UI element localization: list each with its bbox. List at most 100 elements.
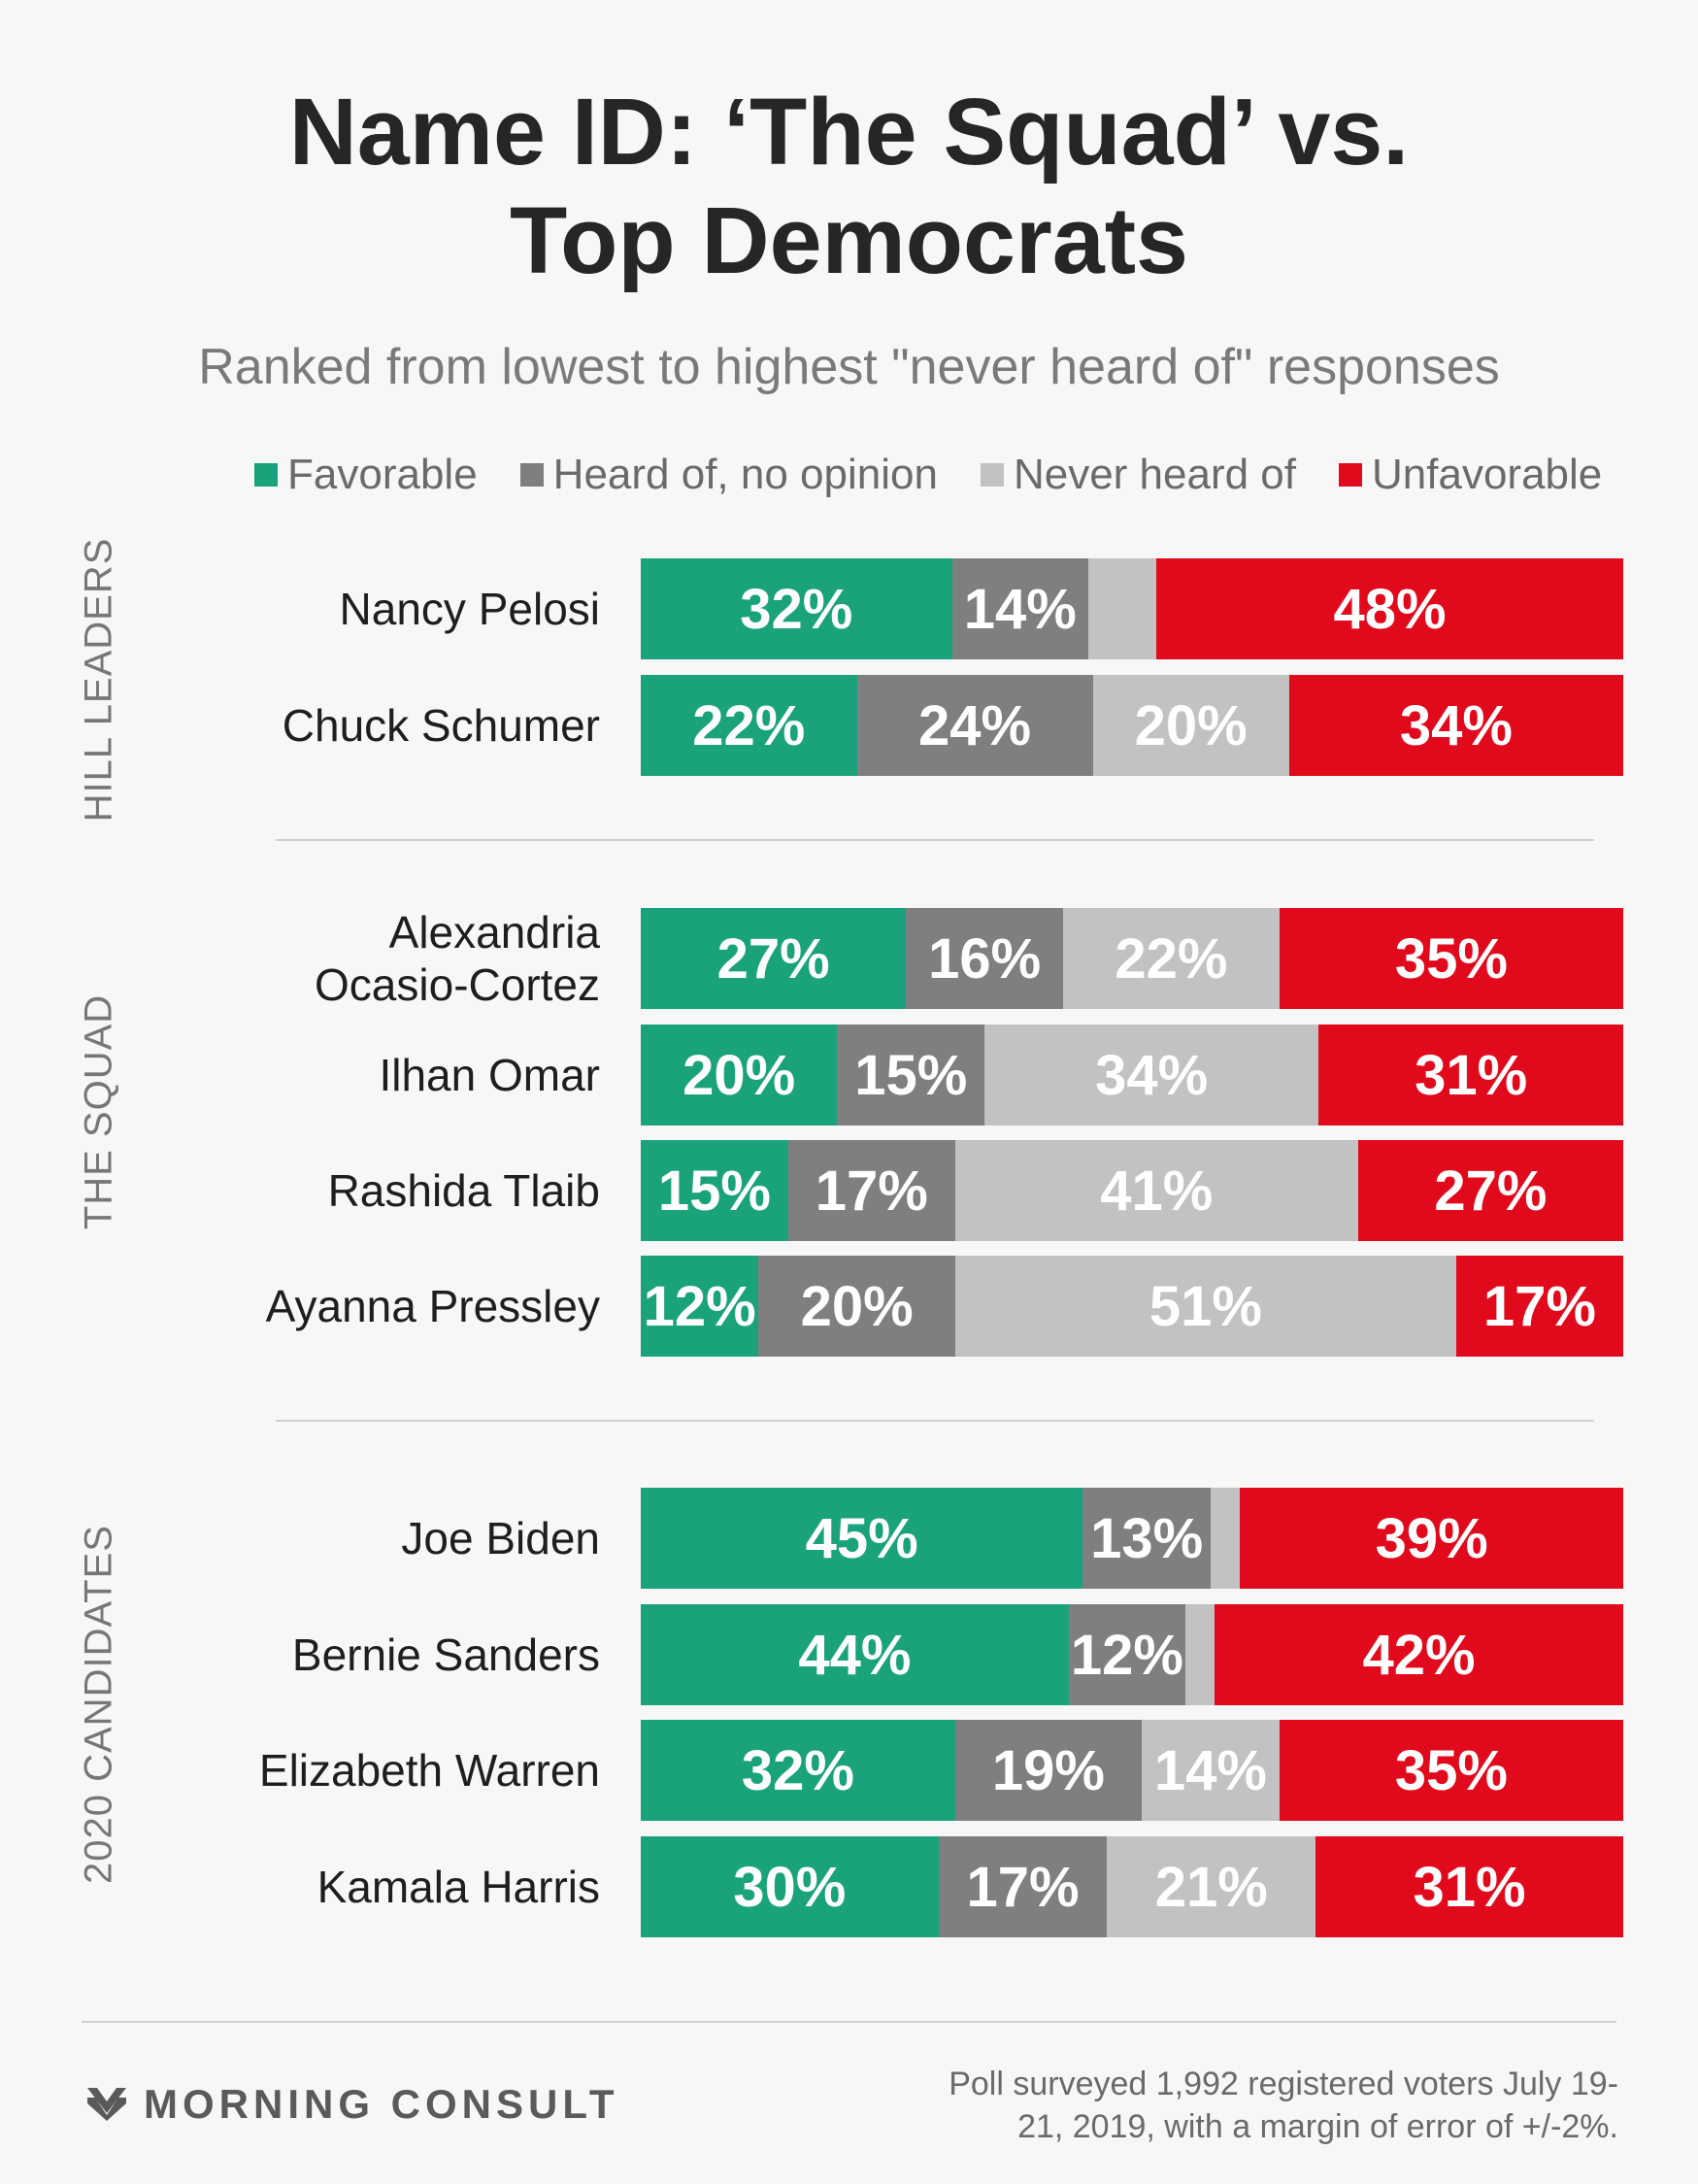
stacked-bar: 45% 13% 39% [641, 1488, 1623, 1589]
stacked-bar: 30% 17% 21% 31% [641, 1836, 1623, 1937]
stacked-bar: 27% 16% 22% 35% [641, 908, 1623, 1009]
bar-segment-favorable: 32% [641, 1720, 955, 1821]
bar-segment-unfavorable: 27% [1357, 1140, 1623, 1241]
data-label: 35% [1394, 926, 1508, 991]
bar-segment-never-heard [1087, 558, 1157, 659]
bar-segment-favorable: 15% [641, 1140, 788, 1241]
bar-segment-favorable: 20% [641, 1025, 838, 1126]
bar-segment-never-heard: 14% [1142, 1720, 1280, 1821]
legend-swatch-never-heard [980, 463, 1004, 487]
data-label: 15% [854, 1043, 968, 1107]
brand-logo: MORNING CONSULT [87, 2081, 619, 2128]
bar-segment-favorable: 44% [641, 1604, 1069, 1705]
bar-segment-no-opinion: 13% [1082, 1488, 1211, 1589]
bar-segment-unfavorable: 17% [1455, 1256, 1623, 1357]
data-label: 12% [1070, 1623, 1184, 1687]
chart-subtitle: Ranked from lowest to highest "never hea… [198, 339, 1500, 395]
group-divider [276, 1420, 1594, 1422]
bar-segment-no-opinion: 12% [1068, 1604, 1186, 1705]
data-label: 20% [683, 1043, 796, 1107]
data-label: 34% [1095, 1043, 1209, 1107]
legend-item-never-heard: Never heard of [980, 451, 1297, 499]
bar-segment-no-opinion: 19% [954, 1720, 1143, 1821]
bar-segment-no-opinion: 17% [787, 1140, 955, 1241]
data-label: 16% [928, 926, 1042, 991]
data-label: 51% [1149, 1274, 1262, 1338]
data-label: 31% [1415, 1043, 1528, 1107]
data-label: 22% [1115, 926, 1228, 991]
data-label: 45% [805, 1506, 918, 1570]
legend-label-unfavorable: Unfavorable [1372, 451, 1603, 498]
data-label: 24% [918, 693, 1032, 757]
bar-segment-unfavorable: 35% [1279, 908, 1623, 1009]
row-label: Chuck Schumer [282, 700, 600, 751]
group-label-text: HILL LEADERS [77, 537, 120, 823]
data-label: 30% [733, 1855, 847, 1919]
bar-segment-no-opinion: 20% [758, 1256, 955, 1357]
bar-segment-no-opinion: 14% [951, 558, 1088, 659]
bar-segment-unfavorable: 31% [1315, 1836, 1623, 1937]
bar-segment-no-opinion: 16% [906, 908, 1064, 1009]
data-label: 17% [966, 1855, 1080, 1919]
bar-segment-unfavorable: 42% [1215, 1604, 1623, 1705]
morning-consult-logo-icon [87, 2088, 126, 2121]
bar-segment-favorable: 27% [641, 908, 907, 1009]
bar-segment-never-heard: 21% [1107, 1836, 1316, 1937]
data-label: 14% [1153, 1738, 1267, 1802]
legend-swatch-unfavorable [1339, 463, 1363, 487]
legend-swatch-favorable [254, 463, 278, 487]
bar-segment-never-heard: 51% [954, 1256, 1456, 1357]
data-label: 39% [1375, 1506, 1488, 1570]
group-divider [276, 839, 1594, 841]
legend-item-no-opinion: Heard of, no opinion [519, 451, 938, 499]
row-label: Nancy Pelosi [339, 584, 600, 634]
group-label-text: THE SQUAD [77, 993, 120, 1230]
bar-segment-favorable: 12% [641, 1256, 759, 1357]
bar-segment-favorable: 32% [641, 558, 952, 659]
bar-segment-never-heard [1210, 1488, 1241, 1589]
stacked-bar: 15% 17% 41% 27% [641, 1140, 1623, 1241]
data-label: 34% [1399, 693, 1513, 757]
data-label: 41% [1100, 1159, 1214, 1223]
bar-segment-never-heard: 41% [954, 1140, 1358, 1241]
data-label: 35% [1394, 1738, 1508, 1802]
data-label: 32% [740, 577, 853, 641]
row-label: Rashida Tlaib [327, 1165, 600, 1216]
row-label: Ayanna Pressley [265, 1281, 600, 1331]
data-label: 20% [1134, 693, 1248, 757]
methodology-note: Poll surveyed 1,992 registered voters Ju… [949, 2066, 1618, 2145]
footer-divider [82, 2021, 1616, 2023]
data-label: 20% [800, 1274, 914, 1338]
stacked-bar: 32% 14% 48% [641, 558, 1623, 659]
row-label: Joe Biden [401, 1513, 600, 1563]
data-label: 21% [1154, 1855, 1268, 1919]
data-label: 15% [657, 1159, 771, 1223]
data-label: 44% [798, 1623, 912, 1687]
stacked-bar: 32% 19% 14% 35% [641, 1720, 1623, 1821]
row-label: Ilhan Omar [379, 1050, 600, 1100]
bar-segment-never-heard [1185, 1604, 1215, 1705]
legend: Favorable Heard of, no opinion Never hea… [254, 451, 1620, 499]
data-label: 14% [963, 577, 1077, 641]
bar-segment-unfavorable: 35% [1279, 1720, 1623, 1821]
data-label: 13% [1090, 1506, 1204, 1570]
bar-segment-unfavorable: 31% [1318, 1025, 1623, 1126]
bar-segment-never-heard: 20% [1092, 675, 1289, 776]
legend-label-never-heard: Never heard of [1013, 451, 1297, 498]
stacked-bar: 12% 20% 51% 17% [641, 1256, 1623, 1357]
legend-label-no-opinion: Heard of, no opinion [552, 451, 938, 498]
row-label: Alexandria Ocasio-Cortez [315, 907, 600, 1010]
data-label: 12% [643, 1274, 756, 1338]
data-label: 31% [1413, 1855, 1526, 1919]
row-label: Bernie Sanders [291, 1630, 600, 1680]
bar-segment-favorable: 30% [641, 1836, 939, 1937]
bar-segment-favorable: 45% [641, 1488, 1083, 1589]
bar-segment-unfavorable: 48% [1156, 558, 1623, 659]
bar-segment-no-opinion: 15% [837, 1025, 985, 1126]
legend-item-favorable: Favorable [254, 451, 478, 499]
legend-label-favorable: Favorable [287, 451, 478, 498]
bar-segment-unfavorable: 34% [1288, 675, 1623, 776]
data-label: 27% [716, 926, 830, 991]
data-label: 22% [692, 693, 806, 757]
bar-segment-unfavorable: 39% [1240, 1488, 1623, 1589]
